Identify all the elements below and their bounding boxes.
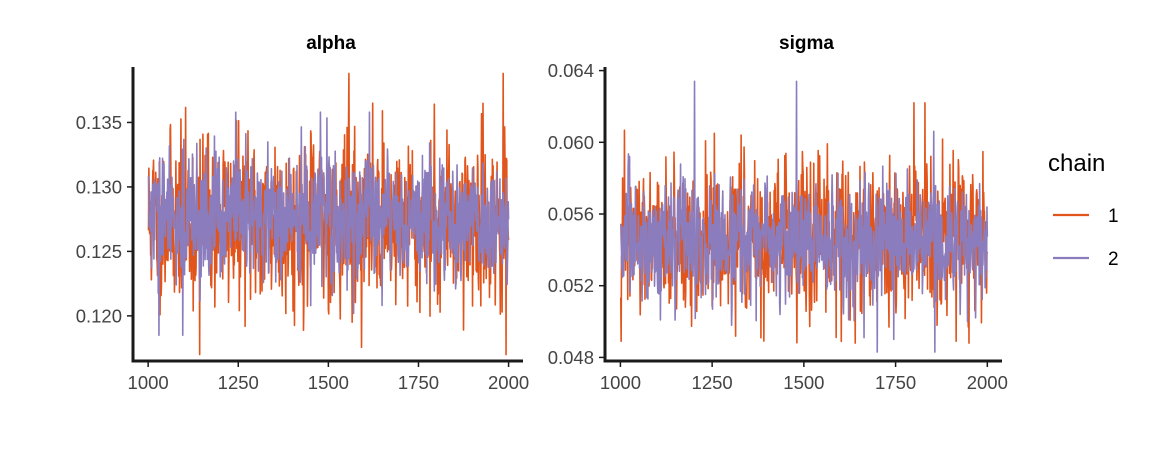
legend-label-chain-2: 2	[1108, 249, 1119, 270]
y-tick-label: 0.130	[76, 176, 122, 197]
y-tick-label: 0.120	[76, 305, 122, 326]
x-tick-label: 1000	[128, 372, 169, 393]
y-tick-label: 0.125	[76, 241, 122, 262]
x-tick-label: 1500	[783, 372, 824, 393]
x-tick-label: 1250	[218, 372, 259, 393]
x-tick-label: 1750	[398, 372, 439, 393]
legend-title: chain	[1048, 150, 1105, 177]
y-tick-label: 0.135	[76, 112, 122, 133]
y-tick-label: 0.048	[548, 347, 594, 368]
x-tick-label: 1500	[308, 372, 349, 393]
panel-title: sigma	[779, 33, 834, 54]
chain-2-trace	[619, 80, 989, 353]
legend-label-chain-1: 1	[1108, 206, 1119, 227]
y-tick-label: 0.060	[548, 132, 594, 153]
x-tick-label: 2000	[967, 372, 1008, 393]
x-tick-label: 1000	[600, 372, 641, 393]
sigma-panel: 1000 1250 1500 1750 2000 0.048 0.052 0.056 0.060…	[548, 33, 1008, 393]
traces	[619, 80, 989, 353]
chain-2-trace	[147, 111, 510, 337]
traces	[147, 72, 510, 356]
panel-title: alpha	[306, 33, 356, 54]
chain-legend: chain 1 2	[1048, 150, 1119, 270]
y-tick-label: 0.052	[548, 275, 594, 296]
x-tick-label: 1250	[692, 372, 733, 393]
x-tick-label: 2000	[488, 372, 529, 393]
chain-1-trace	[147, 72, 510, 356]
alpha-panel: 1000 1250 1500 1750 2000 0.120 0.125 0.130 0.135…	[76, 33, 529, 393]
x-tick-label: 1750	[875, 372, 916, 393]
y-tick-label: 0.064	[548, 60, 594, 81]
y-tick-label: 0.056	[548, 204, 594, 225]
